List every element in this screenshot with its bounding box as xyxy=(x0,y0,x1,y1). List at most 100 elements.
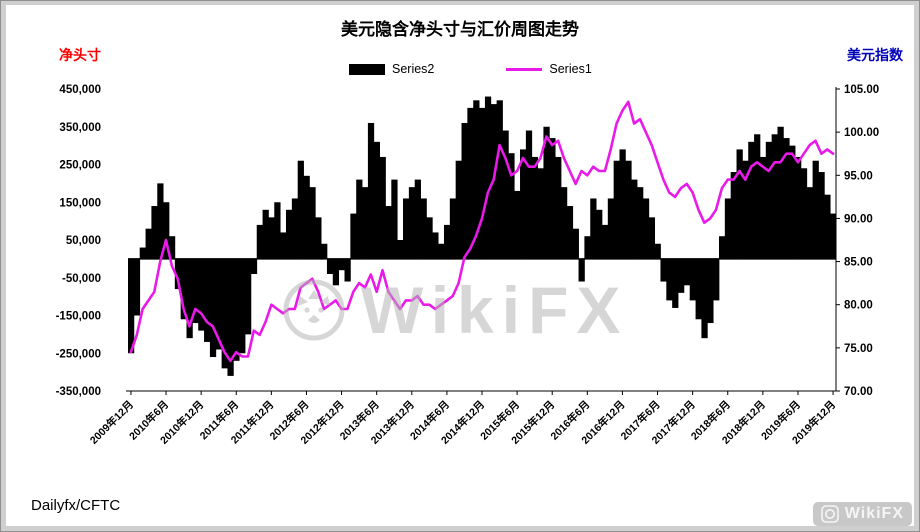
bar xyxy=(718,236,726,259)
right-axis-title: 美元指数 xyxy=(847,47,903,63)
bar xyxy=(818,172,825,259)
bar xyxy=(356,179,363,259)
bar xyxy=(771,134,778,259)
bar xyxy=(525,130,533,259)
bar xyxy=(484,96,492,259)
bar xyxy=(414,179,421,259)
series2-color-swatch xyxy=(349,63,385,75)
right-axis-tick-label: 80.00 xyxy=(844,300,873,312)
left-axis-tick-label: 350,000 xyxy=(59,122,101,134)
bar xyxy=(596,209,603,259)
bar xyxy=(514,190,521,259)
bar xyxy=(812,160,819,259)
bar xyxy=(806,187,813,259)
wikifx-corner-watermark-text: WikiFX xyxy=(844,505,904,522)
bar xyxy=(139,247,146,259)
bar xyxy=(584,236,591,259)
bar xyxy=(198,258,205,331)
bar xyxy=(344,258,351,282)
bar xyxy=(321,243,328,259)
bar xyxy=(759,156,767,259)
bar xyxy=(467,107,474,259)
right-axis-tick-label: 75.00 xyxy=(844,343,873,355)
bar xyxy=(742,160,749,259)
x-axis-tick-label: 2009年12月 xyxy=(87,398,136,447)
bar xyxy=(830,213,837,259)
bar xyxy=(479,107,486,259)
bar xyxy=(338,258,345,271)
bar xyxy=(473,100,480,259)
bar xyxy=(245,258,252,335)
bar xyxy=(695,258,702,320)
chart-panel xyxy=(6,5,914,526)
bar xyxy=(180,258,187,320)
bar xyxy=(824,194,831,259)
bar xyxy=(367,122,375,259)
bar xyxy=(233,258,240,361)
bar xyxy=(391,179,398,259)
bar xyxy=(678,258,685,293)
bars-series2 xyxy=(128,96,837,376)
left-axis-tick-label: -350,000 xyxy=(56,386,101,398)
left-axis-tick-label: -250,000 xyxy=(56,348,101,360)
wikifx-corner-watermark: WikiFX xyxy=(812,502,912,526)
bar xyxy=(408,187,416,259)
bar xyxy=(280,232,287,259)
bar xyxy=(291,198,299,259)
bar xyxy=(455,160,462,259)
bar xyxy=(186,258,193,339)
bar xyxy=(578,258,585,282)
bar xyxy=(443,224,451,259)
bar xyxy=(795,156,802,259)
bar xyxy=(163,202,170,259)
bar xyxy=(730,172,737,259)
bar xyxy=(713,258,720,301)
legend-label-series2: Series2 xyxy=(392,62,435,76)
bar xyxy=(268,217,275,259)
bar xyxy=(403,198,410,259)
bar xyxy=(432,232,439,259)
legend-item-series2: Series2 xyxy=(349,62,434,76)
bar xyxy=(543,126,550,259)
bar xyxy=(250,258,258,274)
bar xyxy=(765,141,773,259)
bar xyxy=(607,198,615,259)
bar xyxy=(666,258,673,301)
bar xyxy=(549,138,556,259)
bar xyxy=(625,160,632,259)
bar xyxy=(502,130,509,259)
bar xyxy=(754,134,761,259)
bar xyxy=(789,145,796,259)
bar xyxy=(426,217,433,259)
bar xyxy=(239,258,246,354)
bar xyxy=(128,258,135,354)
bar xyxy=(566,206,574,259)
bar xyxy=(168,236,176,259)
bar xyxy=(619,149,626,259)
bar xyxy=(648,217,656,259)
bar xyxy=(326,258,334,274)
bar xyxy=(192,258,199,324)
right-axis-tick-label: 95.00 xyxy=(844,170,873,182)
bar xyxy=(174,258,182,290)
bar xyxy=(303,175,310,259)
bar xyxy=(601,224,609,259)
right-axis-tick-label: 85.00 xyxy=(844,257,873,269)
bar xyxy=(350,213,357,259)
bar xyxy=(332,258,340,286)
source-label: Dailyfx/CFTC xyxy=(31,497,121,514)
bar xyxy=(701,258,708,339)
bar xyxy=(672,258,679,308)
bar xyxy=(572,228,579,259)
bar xyxy=(373,141,380,259)
bar xyxy=(449,198,457,259)
bar xyxy=(637,187,644,259)
bar xyxy=(537,168,544,259)
left-axis-tick-label: 250,000 xyxy=(59,160,101,172)
bar xyxy=(560,187,568,259)
bar xyxy=(274,202,281,259)
bar xyxy=(531,156,538,259)
bar xyxy=(221,258,228,369)
bar xyxy=(285,209,293,259)
